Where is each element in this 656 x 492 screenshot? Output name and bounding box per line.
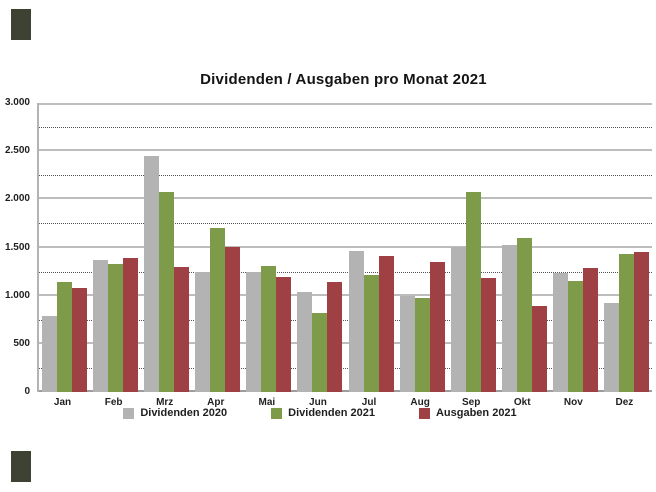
x-tick-label-aug: Aug	[410, 397, 430, 408]
gridline-major-0	[39, 390, 652, 392]
gridline-major-1500	[39, 245, 652, 248]
y-tick-label-3000: 3.000	[4, 97, 30, 108]
bar-dividenden-2021-jun	[312, 313, 328, 392]
x-tick-label-jun: Jun	[309, 397, 327, 408]
gridline-major-500	[39, 341, 652, 344]
bar-group-Mai	[243, 103, 294, 392]
y-tick-label-500: 500	[13, 337, 30, 349]
legend-label: Ausgaben 2021	[435, 407, 517, 419]
bar-group-Jul	[346, 103, 397, 392]
bar-ausgaben-2021-feb	[123, 258, 139, 392]
bar-group-Okt	[499, 103, 550, 392]
bar-ausgaben-2021-sep	[480, 278, 496, 392]
bar-dividenden-2021-apr	[210, 228, 226, 392]
y-tick-label-0: 0	[24, 386, 30, 397]
legend-item-dividenden-2020: Dividenden 2020	[123, 407, 227, 419]
bar-dividenden-2021-mrz	[159, 192, 175, 392]
gridline-minor-750	[39, 319, 652, 321]
bar-ausgaben-2021-aug	[429, 262, 445, 392]
legend-swatch-icon	[271, 407, 283, 419]
y-tick-label-1000: 1.000	[4, 289, 30, 301]
bar-group-Apr	[192, 103, 243, 392]
bar-dividenden-2020-dez	[603, 303, 619, 392]
legend-swatch-icon	[418, 407, 430, 419]
bar-group-Jan	[39, 103, 90, 392]
bar-dividenden-2020-mrz	[144, 156, 160, 392]
legend: Dividenden 2020 Dividenden 2021 Ausgaben 2…	[0, 407, 640, 419]
bar-dividenden-2021-jul	[363, 275, 379, 392]
chart-title: Dividenden / Ausgaben pro Monat 2021	[200, 71, 487, 88]
bar-ausgaben-2021-mrz	[174, 267, 190, 392]
bar-ausgaben-2021-mai	[276, 277, 292, 392]
gridline-minor-250	[39, 367, 652, 369]
bar-groups	[39, 103, 652, 392]
x-tick-label-jul: Jul	[361, 397, 377, 408]
gridline-major-3000	[39, 103, 652, 105]
x-tick-label-feb: Feb	[104, 397, 123, 408]
gridline-minor-1250	[39, 271, 652, 273]
legend-label: Dividenden 2021	[288, 407, 375, 419]
bar-dividenden-2020-nov	[552, 273, 568, 392]
bar-dividenden-2021-mai	[261, 266, 277, 392]
x-tick-label-okt: Okt	[513, 397, 531, 408]
bar-ausgaben-2021-apr	[225, 247, 241, 392]
bar-ausgaben-2021-jun	[327, 282, 343, 392]
x-tick-label-sep: Sep	[461, 397, 481, 408]
bar-group-Jun	[294, 103, 345, 392]
bar-dividenden-2021-dez	[618, 254, 634, 392]
bar-dividenden-2020-okt	[501, 245, 517, 392]
bar-ausgaben-2021-nov	[582, 268, 598, 392]
bar-ausgaben-2021-okt	[531, 306, 547, 392]
bar-ausgaben-2021-jul	[378, 256, 394, 392]
gridline-minor-2750	[39, 127, 652, 129]
legend-item-dividenden-2021: Dividenden 2021	[271, 407, 375, 419]
bar-dividenden-2020-jan	[42, 316, 58, 392]
bar-ausgaben-2021-jan	[72, 288, 88, 392]
bar-group-Feb	[90, 103, 141, 392]
x-axis-labels: Jan Feb Mrz Apr Mai Jun Jul Aug Sep Okt Nov Dez	[37, 397, 650, 408]
bar-group-Dez	[601, 103, 652, 392]
bar-dividenden-2020-jul	[348, 251, 364, 392]
corner-mark-bottom-left	[11, 451, 31, 482]
x-tick-label-mrz: Mrz	[156, 397, 174, 408]
bar-dividenden-2020-jun	[297, 292, 313, 392]
legend-swatch-icon	[123, 407, 135, 419]
gridline-minor-1750	[39, 223, 652, 225]
bar-ausgaben-2021-dez	[633, 252, 649, 392]
x-tick-label-nov: Nov	[563, 397, 583, 408]
bar-dividenden-2021-sep	[465, 192, 481, 392]
x-tick-label-jan: Jan	[53, 397, 72, 408]
bar-dividenden-2021-aug	[414, 298, 430, 392]
gridline-major-2500	[39, 149, 652, 152]
y-tick-label-2500: 2.500	[4, 145, 30, 157]
gridline-minor-2250	[39, 175, 652, 177]
y-tick-label-1500: 1.500	[4, 241, 30, 253]
corner-mark-top-left	[11, 9, 31, 40]
y-tick-label-2000: 2.000	[4, 193, 30, 205]
x-tick-label-mai: Mai	[258, 397, 276, 408]
bar-dividenden-2020-sep	[450, 247, 466, 392]
gridline-major-2000	[39, 197, 652, 200]
legend-label: Dividenden 2020	[140, 407, 228, 419]
bar-dividenden-2021-feb	[108, 264, 124, 392]
x-tick-label-apr: Apr	[207, 397, 225, 408]
bar-group-Nov	[550, 103, 601, 392]
bar-dividenden-2020-feb	[93, 260, 109, 392]
bar-dividenden-2020-apr	[195, 272, 211, 392]
x-tick-label-dez: Dez	[615, 397, 634, 408]
bar-dividenden-2020-mai	[246, 272, 262, 392]
legend-item-ausgaben-2021: Ausgaben 2021	[418, 407, 517, 419]
bar-dividenden-2021-jan	[57, 282, 73, 392]
bar-dividenden-2021-nov	[567, 281, 583, 392]
bar-dividenden-2020-aug	[399, 296, 415, 392]
gridline-major-1000	[39, 293, 652, 296]
bar-group-Sep	[448, 103, 499, 392]
bar-dividenden-2021-okt	[516, 238, 532, 392]
plot-area	[37, 103, 652, 392]
bar-group-Mrz	[141, 103, 192, 392]
bar-group-Aug	[397, 103, 448, 392]
